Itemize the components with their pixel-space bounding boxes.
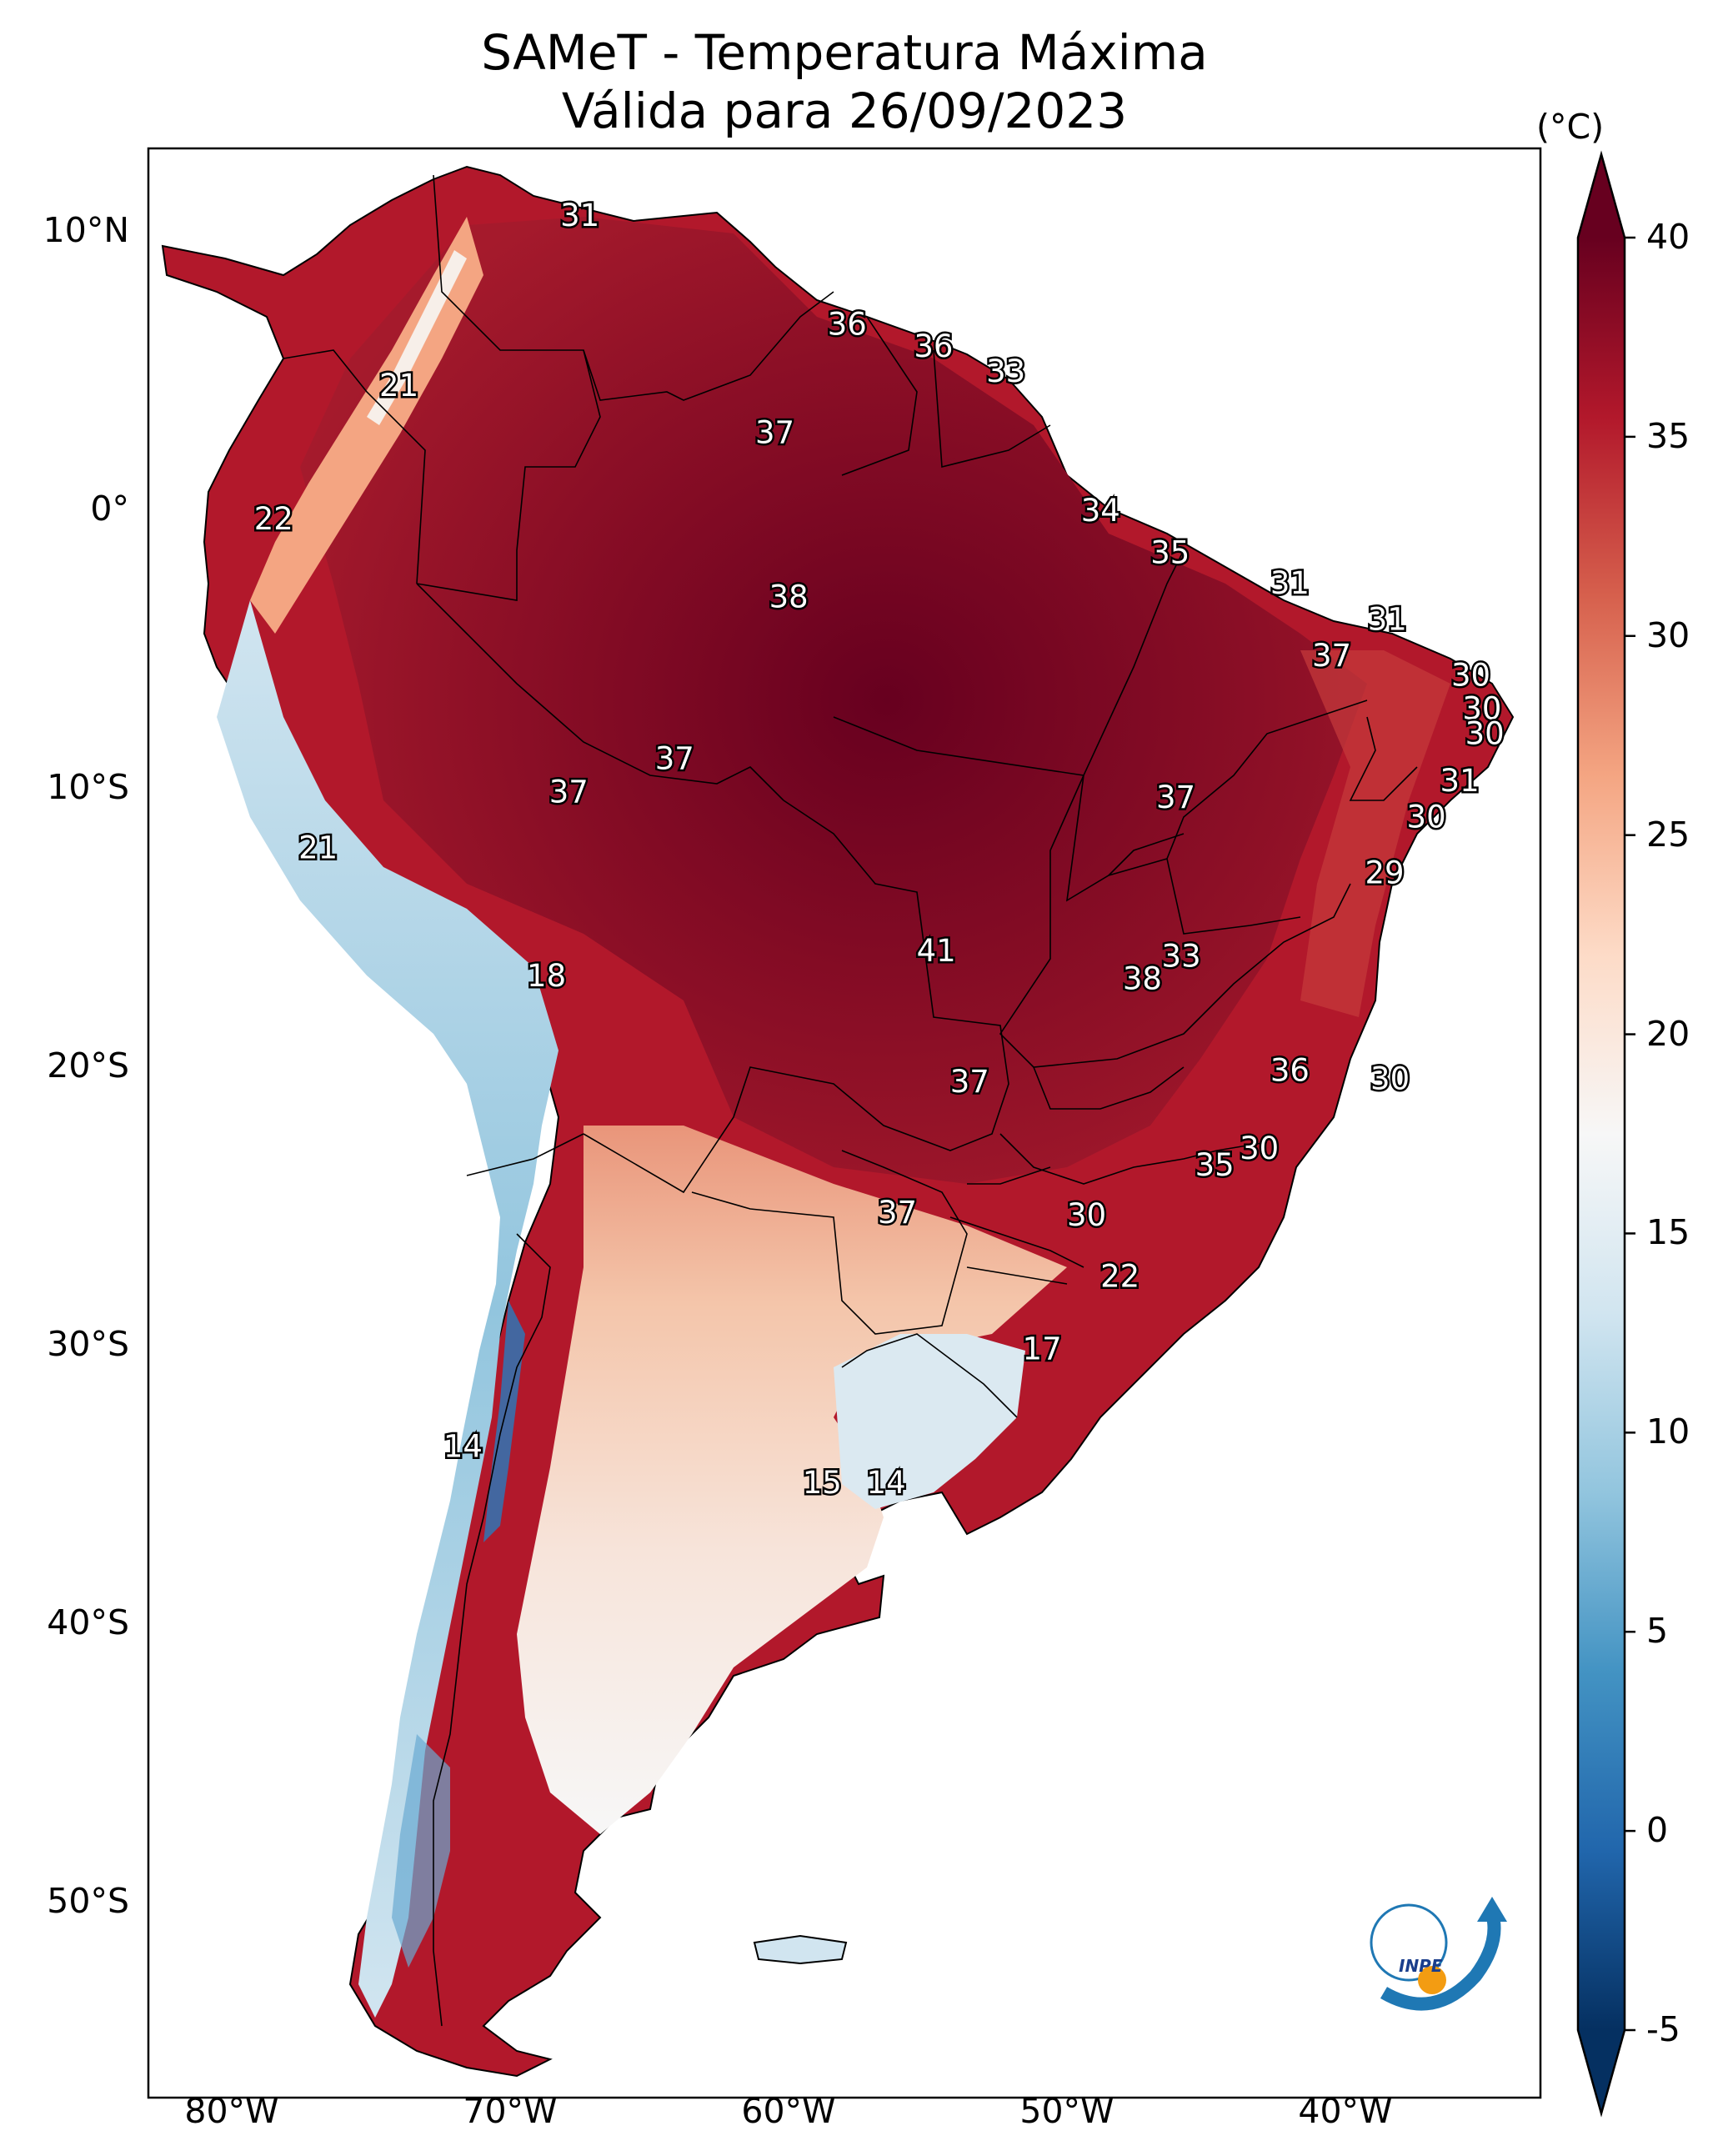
colorbar-tick-label: 25 [1646, 814, 1690, 855]
temperature-value-label: 33 [1162, 939, 1201, 975]
colorbar-tick-label: -5 [1646, 2009, 1680, 2049]
temperature-value-label: 30 [1240, 1131, 1279, 1166]
temperature-value-label: 22 [1100, 1259, 1139, 1295]
map-frame [147, 147, 1542, 2099]
temperature-value-label: 30 [1407, 800, 1446, 835]
lon-tick-label: 80°W [184, 2091, 279, 2131]
inpe-logo: INPE [1370, 1897, 1507, 2011]
colorbar [1576, 150, 1635, 2118]
colorbar-tick-label: 15 [1646, 1212, 1690, 1253]
temperature-value-label: 35 [1150, 534, 1190, 570]
temperature-value-label: 21 [379, 368, 418, 404]
temperature-value-label: 30 [1462, 690, 1501, 726]
map-subtitle: Válida para 26/09/2023 [561, 83, 1128, 139]
southern-cool-zone [517, 1126, 1067, 1834]
uruguay-cool-zone [834, 1334, 1025, 1509]
temperature-value-label: 30 [1451, 657, 1490, 693]
colorbar-unit: (°C) [1536, 107, 1605, 147]
lat-tick-label: 30°S [47, 1324, 129, 1364]
temperature-value-label: 37 [1156, 780, 1195, 815]
temperature-value-label: 37 [755, 415, 794, 451]
temperature-value-label: 37 [655, 741, 694, 777]
colorbar-lower-extension [1578, 2030, 1625, 2113]
temperature-value-label: 14 [443, 1428, 483, 1464]
temperature-value-label: 30 [1465, 715, 1505, 751]
temperature-value-label: 37 [950, 1064, 989, 1100]
map-title: SAMeT - Temperatura Máxima [481, 24, 1208, 81]
temperature-value-label: 22 [254, 501, 293, 537]
colorbar-tick-label: 20 [1646, 1013, 1690, 1054]
lat-tick-label: 40°S [47, 1602, 129, 1642]
falkland-islands [753, 1934, 848, 1965]
temperature-value-label: 41 [917, 933, 956, 969]
lon-tick-label: 50°W [1019, 2091, 1114, 2131]
lat-tick-label: 0° [90, 489, 129, 529]
temperature-value-label: 37 [549, 775, 589, 810]
temperature-value-label: 34 [1081, 493, 1120, 529]
temperature-value-label: 36 [914, 328, 953, 364]
temperature-value-label: 38 [1123, 960, 1162, 996]
heat-core-region [300, 217, 1367, 1184]
andes-cold-band [217, 600, 558, 2018]
temperature-value-label: 31 [1270, 565, 1310, 601]
temperature-value-label: 37 [878, 1195, 917, 1231]
inpe-logo-text: INPE [1399, 1956, 1443, 1976]
temperature-value-label: 36 [1270, 1053, 1310, 1089]
colorbar-tick-label: 0 [1646, 1810, 1669, 1851]
temperature-value-label: 18 [527, 958, 566, 994]
colorbar-tick-label: 5 [1646, 1611, 1669, 1652]
colorbar-ticks [1625, 236, 1635, 2032]
lat-tick-label: 50°S [47, 1881, 129, 1921]
temperature-value-label: 35 [1195, 1147, 1235, 1183]
temperature-value-label: 38 [769, 579, 809, 615]
coastal-warm-zone [1300, 650, 1450, 1017]
colorbar-tick-label: 10 [1646, 1411, 1690, 1452]
temperature-value-label: 29 [1365, 855, 1404, 890]
lon-tick-label: 40°W [1298, 2091, 1393, 2131]
temperature-value-label: 37 [1312, 638, 1351, 674]
temperature-value-label: 17 [1023, 1331, 1062, 1367]
colorbar-upper-extension [1578, 154, 1625, 238]
temperature-value-label: 33 [986, 353, 1025, 389]
lat-tick-label: 10°S [47, 767, 129, 807]
colombia-andes-cold [367, 250, 467, 425]
temperature-value-label: 15 [803, 1465, 842, 1501]
colorbar-tick-label: 40 [1646, 217, 1690, 257]
lon-tick-label: 60°W [741, 2091, 836, 2131]
lat-tick-label: 20°S [47, 1045, 129, 1086]
temperature-value-label: 14 [867, 1465, 906, 1501]
temperature-value-label: 31 [1368, 602, 1407, 638]
lat-tick-label: 10°N [43, 210, 129, 250]
andes-deep-cold-core [483, 1301, 525, 1542]
colorbar-tick-label: 30 [1646, 614, 1690, 655]
colorbar-tick-label: 35 [1646, 415, 1690, 456]
lon-tick-label: 70°W [463, 2091, 558, 2131]
temperature-value-label: 21 [298, 830, 338, 865]
temperature-value-label: 30 [1067, 1197, 1106, 1233]
temperature-value-label: 30 [1370, 1061, 1410, 1097]
temperature-value-label: 31 [1440, 763, 1480, 799]
colorbar-body [1578, 238, 1625, 2030]
country-borders [283, 174, 1418, 2027]
temperature-value-label: 31 [560, 198, 599, 233]
temperature-value-label: 36 [828, 306, 867, 342]
